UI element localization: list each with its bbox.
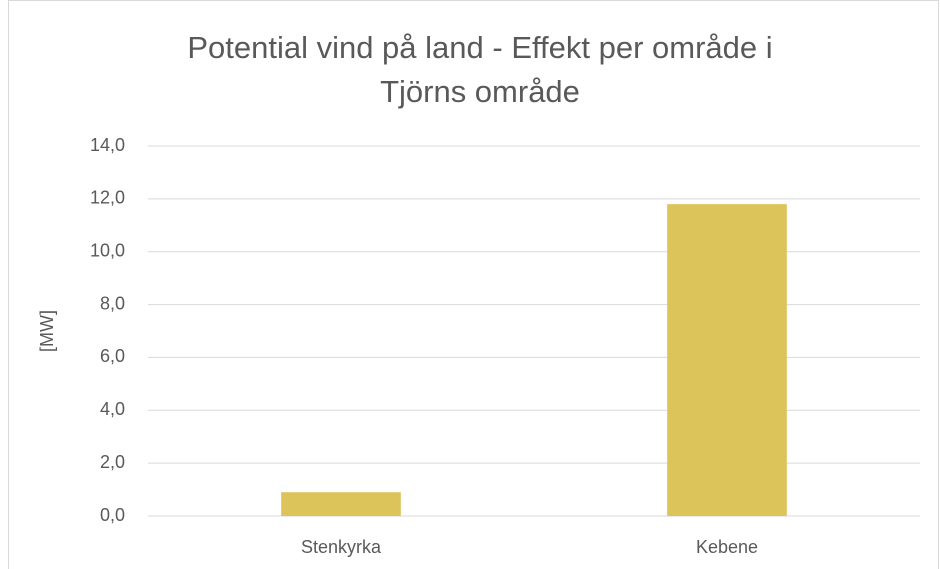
y-tick-label: 2,0 [100, 452, 125, 472]
bar [281, 492, 401, 516]
y-tick-label: 6,0 [100, 346, 125, 366]
bar [667, 204, 787, 516]
y-axis-label: [MW] [37, 310, 57, 352]
chart-title: Potential vind på land - Effekt per områ… [187, 30, 773, 109]
x-tick-label: Kebene [696, 537, 758, 557]
y-tick-label: 12,0 [90, 188, 125, 208]
x-tick-label: Stenkyrka [301, 537, 382, 557]
chart-border [8, 0, 939, 569]
y-tick-label: 14,0 [90, 135, 125, 155]
y-tick-label: 4,0 [100, 399, 125, 419]
y-tick-label: 10,0 [90, 240, 125, 260]
y-tick-label: 0,0 [100, 505, 125, 525]
y-tick-label: 8,0 [100, 293, 125, 313]
